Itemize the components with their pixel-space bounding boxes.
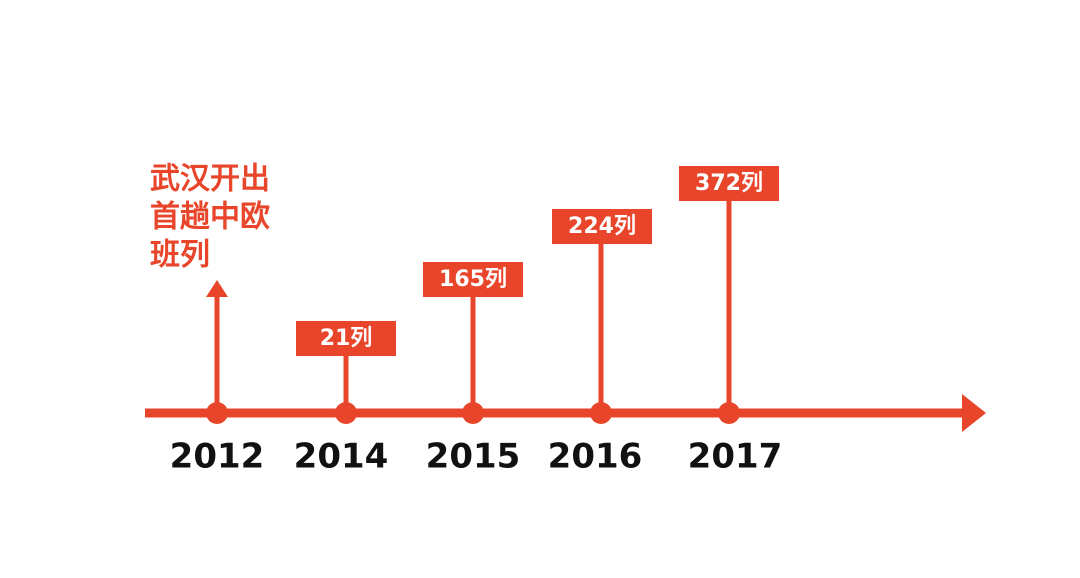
- year-label: 2014: [294, 437, 389, 477]
- event-label: 21列: [320, 326, 373, 351]
- event-note: 武汉开出: [150, 162, 270, 197]
- timeline-dot: [206, 402, 228, 424]
- event-note: 班列: [150, 238, 210, 273]
- timeline-dot: [462, 402, 484, 424]
- axis-arrowhead: [962, 394, 986, 432]
- year-label: 2016: [548, 437, 643, 477]
- event-note: 首趟中欧: [150, 200, 270, 235]
- timeline-dot: [335, 402, 357, 424]
- label-box: [423, 262, 523, 297]
- timeline-dot: [590, 402, 612, 424]
- timeline-dot: [718, 402, 740, 424]
- year-label: 2017: [688, 437, 783, 477]
- year-label: 2015: [426, 437, 521, 477]
- label-box: [552, 209, 652, 244]
- event-label: 372列: [695, 171, 763, 196]
- year-label: 2012: [170, 437, 265, 477]
- event-label: 224列: [568, 214, 636, 239]
- label-box: [296, 321, 396, 356]
- event-label: 165列: [439, 267, 507, 292]
- label-box: [679, 166, 779, 201]
- stem-arrowhead: [206, 280, 228, 297]
